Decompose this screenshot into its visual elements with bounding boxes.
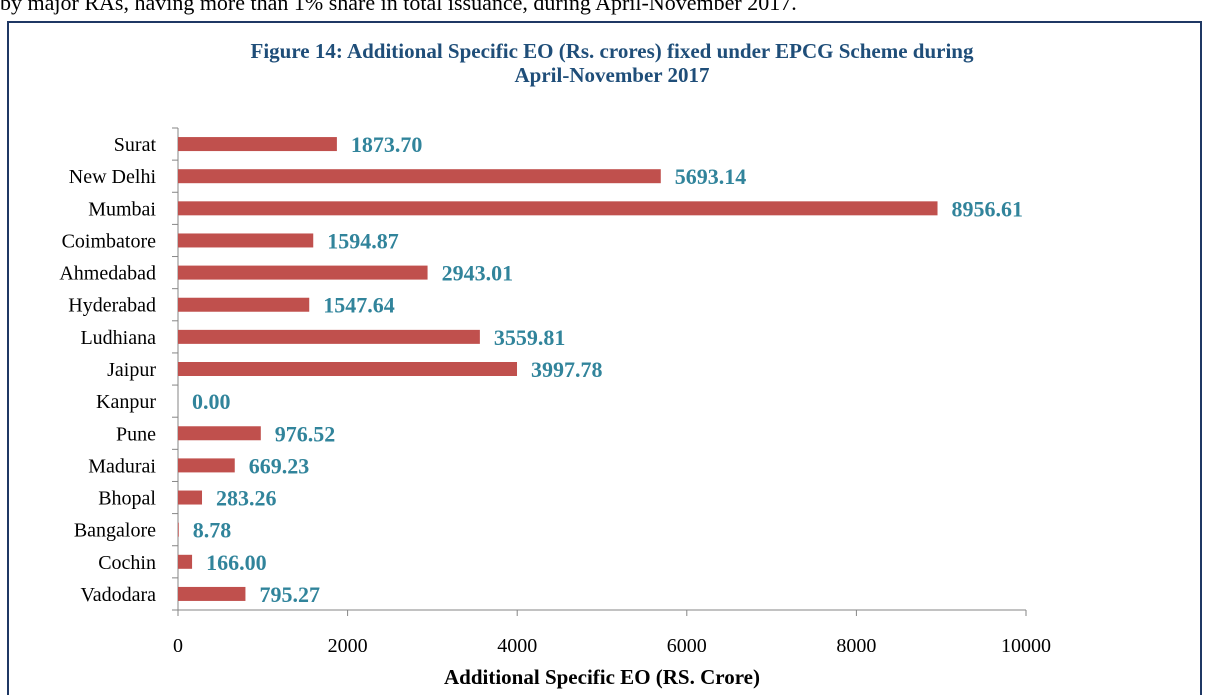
bar [178, 233, 314, 248]
frame [7, 21, 1202, 695]
data-label: 0.00 [192, 389, 231, 414]
y-tick-label: Pune [116, 423, 156, 445]
data-label: 1594.87 [327, 228, 399, 253]
data-label: 5693.14 [675, 164, 747, 189]
x-tick-label: 4000 [497, 635, 537, 657]
y-tick-label: Kanpur [96, 391, 156, 413]
data-label: 1873.70 [351, 132, 423, 157]
bar [178, 265, 428, 280]
bar [178, 362, 518, 376]
x-tick-label: 8000 [836, 635, 876, 657]
y-tick-label: Jaipur [107, 359, 156, 381]
y-tick-label: Bhopal [98, 488, 156, 510]
y-tick-label: Surat [114, 134, 157, 156]
y-tick-label: Vadodara [80, 584, 156, 606]
x-axis-label: Additional Specific EO (RS. Crore) [444, 665, 760, 689]
data-label: 3559.81 [494, 325, 566, 350]
y-tick-label: Madurai [88, 455, 156, 477]
bar [178, 458, 235, 473]
bar [178, 490, 203, 505]
bar [178, 554, 193, 569]
bar [178, 586, 246, 601]
data-label: 669.23 [249, 453, 310, 478]
bar [178, 297, 310, 312]
data-label: 8.78 [193, 518, 232, 543]
bar [178, 522, 179, 537]
intro-text: by major RAs, having more than 1% share … [0, 0, 797, 15]
y-tick-label: Ahmedabad [59, 263, 156, 285]
bar [178, 426, 261, 441]
bar [178, 201, 938, 216]
y-tick-label: Ludhiana [80, 327, 156, 349]
data-label: 8956.61 [952, 196, 1024, 221]
y-tick-label: Cochin [98, 552, 156, 574]
data-label: 795.27 [259, 582, 320, 607]
x-tick-label: 0 [173, 635, 183, 657]
chart-title: Figure 14: Additional Specific EO (Rs. c… [251, 39, 974, 63]
y-tick-label: Mumbai [88, 198, 156, 220]
y-tick-label: Bangalore [74, 520, 156, 542]
data-label: 976.52 [275, 421, 336, 446]
data-label: 1547.64 [323, 293, 395, 318]
y-tick-label: Hyderabad [68, 295, 156, 317]
x-tick-label: 10000 [1001, 635, 1051, 657]
x-tick-label: 2000 [328, 635, 368, 657]
data-label: 283.26 [216, 486, 277, 511]
data-label: 166.00 [206, 550, 266, 575]
y-tick-label: New Delhi [69, 166, 157, 188]
chart-subtitle: April-November 2017 [515, 63, 710, 87]
bar [178, 329, 480, 344]
bar [178, 169, 661, 184]
bar [178, 137, 337, 152]
y-tick-label: Coimbatore [62, 230, 157, 252]
data-label: 3997.78 [531, 357, 603, 382]
x-tick-label: 6000 [667, 635, 707, 657]
data-label: 2943.01 [442, 261, 514, 286]
